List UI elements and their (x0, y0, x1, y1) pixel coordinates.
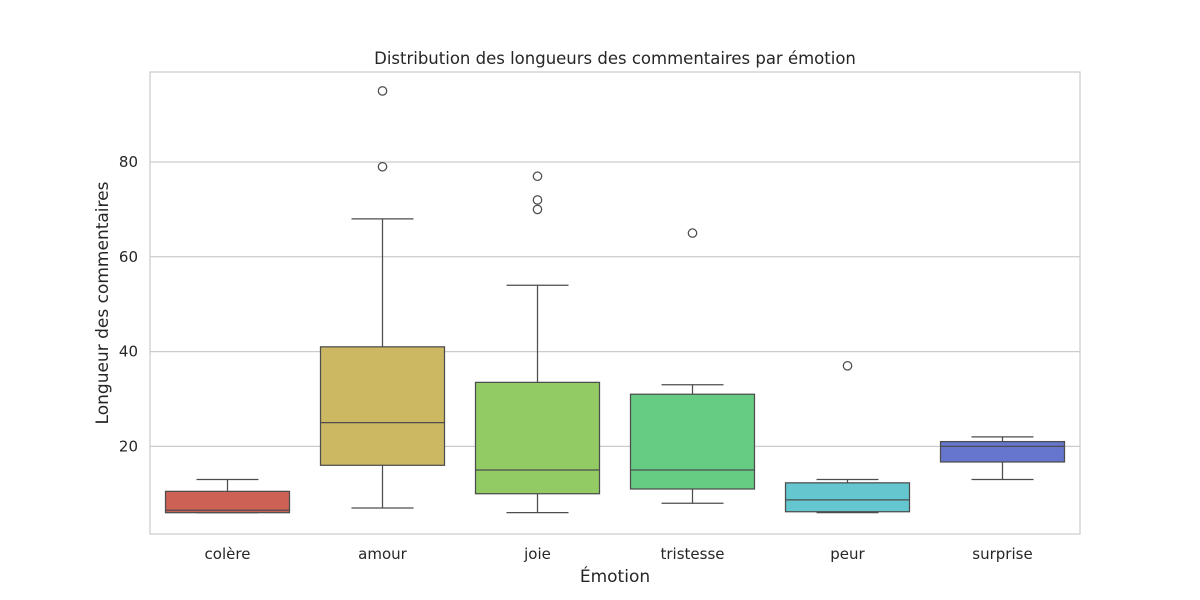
x-tick-label: peur (830, 545, 865, 563)
chart-title: Distribution des longueurs des commentai… (374, 49, 856, 68)
box-peur (784, 360, 911, 514)
outlier-point (842, 360, 853, 371)
box-tristesse (629, 228, 756, 504)
y-tick-label: 60 (119, 248, 138, 266)
box-iqr (474, 381, 601, 495)
outlier-point (532, 171, 543, 182)
x-tick-labels: colère amour joie tristesse peur surprise (205, 545, 1033, 563)
box-iqr (164, 490, 291, 514)
y-tick-labels: 20 40 60 80 (119, 153, 138, 455)
y-tick-label: 40 (119, 343, 138, 361)
box-iqr (939, 440, 1066, 463)
box-iqr (319, 346, 446, 466)
outlier-point (377, 161, 388, 172)
box-joie (474, 171, 601, 514)
y-tick-label: 20 (119, 437, 138, 455)
box-iqr (629, 393, 756, 490)
outlier-point (532, 195, 543, 205)
plot-frame (149, 71, 1081, 535)
outlier-point (377, 86, 388, 96)
x-tick-label: colère (205, 545, 251, 563)
box-amour (319, 86, 446, 509)
y-axis-label: Longueur des commentaires (93, 181, 113, 424)
x-tick-label: surprise (972, 545, 1032, 563)
boxes-layer (164, 86, 1066, 514)
outlier-point (532, 204, 543, 215)
box-colère (164, 478, 291, 514)
outlier-point (687, 228, 698, 238)
x-tick-label: joie (523, 545, 551, 563)
box-surprise (939, 436, 1066, 481)
grid-lines (150, 161, 1080, 447)
x-tick-label: tristesse (661, 545, 725, 563)
y-tick-label: 80 (119, 153, 138, 171)
box-iqr (784, 482, 911, 513)
x-tick-label: amour (358, 545, 407, 563)
x-axis-label: Émotion (580, 565, 650, 587)
